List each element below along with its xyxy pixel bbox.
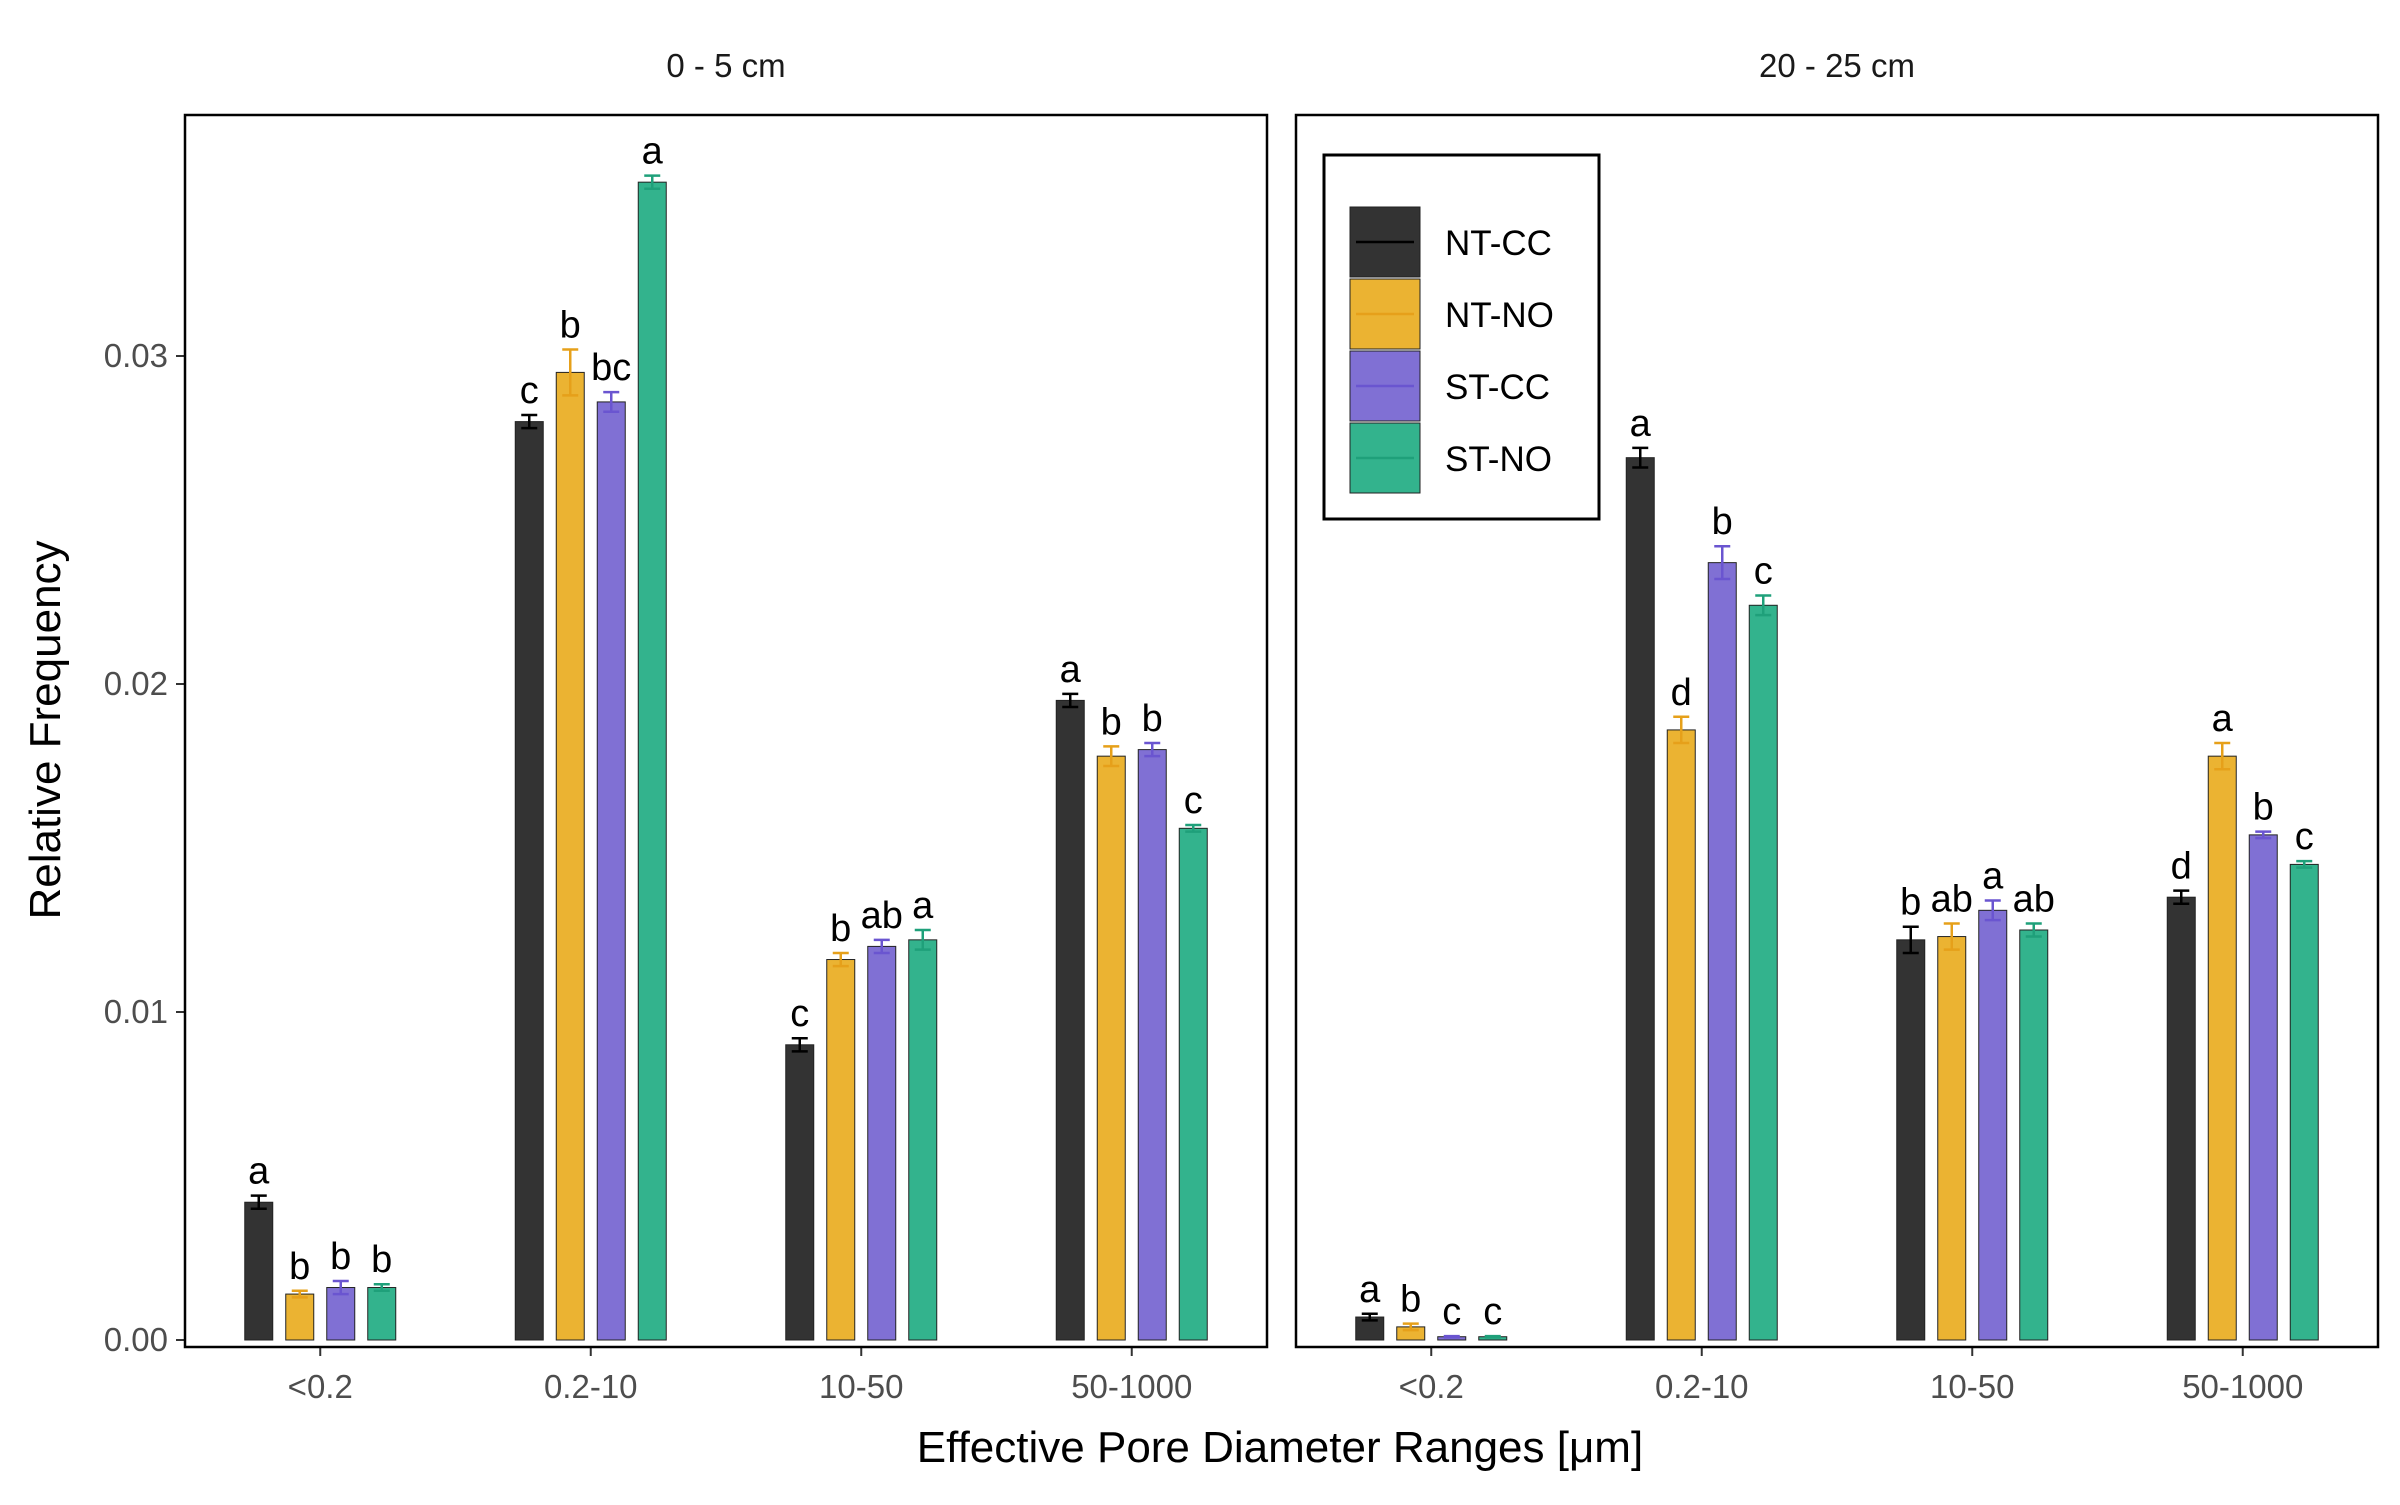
bar	[1978, 909, 2008, 1341]
significance-letter: ab	[861, 895, 903, 937]
legend-label: NT-NO	[1445, 296, 1554, 335]
bar	[285, 1293, 315, 1341]
bar	[1937, 936, 1967, 1341]
significance-letter: a	[2212, 698, 2234, 740]
significance-letter: a	[1060, 649, 1082, 691]
significance-letter: c	[1483, 1291, 1502, 1333]
panel-strip-label: 20 - 25 cm	[1759, 47, 1915, 84]
significance-letter: b	[830, 908, 851, 950]
significance-letter: ab	[1931, 878, 1973, 920]
bar	[1055, 699, 1085, 1341]
legend-label: ST-NO	[1445, 440, 1552, 479]
significance-letter: b	[330, 1236, 351, 1278]
bar	[1096, 755, 1126, 1341]
significance-letter: b	[1400, 1279, 1421, 1321]
bar	[826, 959, 856, 1341]
significance-letter: b	[560, 304, 581, 346]
bar	[326, 1287, 356, 1341]
y-axis-title: Relative Frequency	[21, 540, 70, 919]
bar	[2166, 896, 2196, 1341]
significance-letter: c	[1442, 1291, 1461, 1333]
significance-letter: b	[1142, 698, 1163, 740]
bar	[555, 371, 585, 1341]
bar	[514, 421, 544, 1341]
y-tick-label: 0.03	[104, 337, 168, 374]
significance-letter: c	[1754, 550, 1773, 592]
significance-letter: ab	[2013, 878, 2055, 920]
significance-letter: b	[1900, 882, 1921, 924]
significance-letter: b	[371, 1239, 392, 1281]
bar	[1137, 749, 1167, 1341]
significance-letter: c	[1184, 780, 1203, 822]
significance-letter: c	[520, 370, 539, 412]
bar	[908, 939, 938, 1341]
x-tick-label: 0.2-10	[544, 1368, 638, 1405]
significance-letter: b	[1712, 501, 1733, 543]
significance-letter: c	[790, 993, 809, 1035]
bar	[867, 945, 897, 1341]
significance-letter: d	[2171, 846, 2192, 888]
legend-label: ST-CC	[1445, 368, 1550, 407]
bar	[2019, 929, 2049, 1341]
x-tick-label: 50-1000	[1071, 1368, 1192, 1405]
bar	[1666, 729, 1696, 1341]
bar	[637, 181, 667, 1341]
x-tick-label: 10-50	[819, 1368, 903, 1405]
significance-letter: a	[1630, 403, 1652, 445]
bar	[2248, 834, 2278, 1341]
significance-letter: a	[1982, 855, 2004, 897]
significance-letter: b	[1101, 701, 1122, 743]
bar	[1896, 939, 1926, 1341]
legend-label: NT-CC	[1445, 224, 1552, 263]
bar	[596, 401, 626, 1341]
x-axis-title: Effective Pore Diameter Ranges [μm]	[917, 1423, 1643, 1472]
bar	[1178, 827, 1208, 1341]
y-tick-label: 0.01	[104, 993, 168, 1030]
significance-letter: b	[2253, 787, 2274, 829]
bar	[2207, 755, 2237, 1341]
bar	[367, 1287, 397, 1341]
panel-border	[1294, 113, 2380, 1349]
significance-letter: a	[248, 1151, 270, 1193]
significance-letter: a	[1359, 1269, 1381, 1311]
bar	[244, 1201, 274, 1341]
x-tick-label: 0.2-10	[1655, 1368, 1749, 1405]
bar	[1748, 604, 1778, 1341]
significance-letter: b	[289, 1246, 310, 1288]
bar	[1707, 562, 1737, 1341]
bar	[2289, 863, 2319, 1341]
bar	[1625, 457, 1655, 1341]
y-tick-label: 0.02	[104, 665, 168, 702]
significance-letter: a	[912, 885, 934, 927]
panel-strip-label: 0 - 5 cm	[666, 47, 785, 84]
significance-letter: bc	[591, 347, 631, 389]
significance-letter: a	[642, 131, 664, 173]
x-tick-label: 50-1000	[2182, 1368, 2303, 1405]
x-tick-label: 10-50	[1930, 1368, 2014, 1405]
x-tick-label: <0.2	[1399, 1368, 1464, 1405]
panel-border	[183, 113, 1269, 1349]
significance-letter: d	[1671, 672, 1692, 714]
bar	[785, 1044, 815, 1341]
significance-letter: c	[2295, 816, 2314, 858]
y-tick-label: 0.00	[104, 1321, 168, 1358]
x-tick-label: <0.2	[288, 1368, 353, 1405]
